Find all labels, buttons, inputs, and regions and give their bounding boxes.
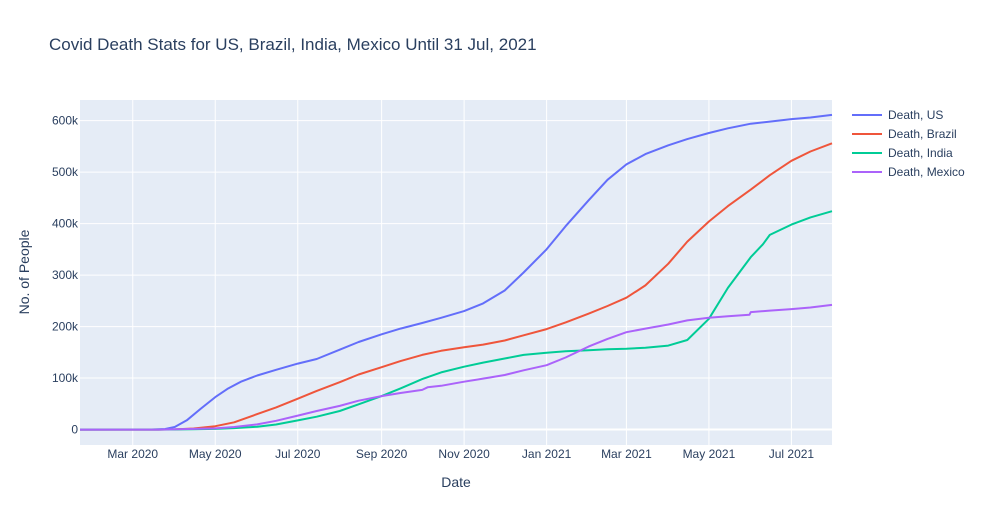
y-axis-title: No. of People [16, 229, 32, 314]
x-tick-label: May 2020 [189, 447, 242, 461]
series-line-death-us[interactable] [79, 113, 833, 431]
series-lines [79, 113, 833, 431]
chart-title: Covid Death Stats for US, Brazil, India,… [49, 35, 537, 54]
legend: Death, US Death, Brazil Death, India Death,… [852, 108, 965, 179]
legend-item[interactable]: Death, Brazil [852, 127, 957, 141]
series-line-death-brazil[interactable] [80, 142, 833, 431]
y-tick-label: 500k [52, 165, 79, 179]
y-tick-label: 600k [52, 114, 79, 128]
x-tick-label: Nov 2020 [438, 447, 490, 461]
y-tick-label: 400k [52, 217, 79, 231]
x-axis-title: Date [441, 474, 471, 490]
legend-label: Death, Mexico [888, 165, 965, 179]
y-axis-ticks: 0 100k 200k 300k 400k 500k 600k [52, 114, 79, 437]
series-line-death-mexico[interactable] [80, 303, 833, 431]
x-tick-label: Mar 2020 [107, 447, 158, 461]
x-axis-ticks: Mar 2020 May 2020 Jul 2020 Sep 2020 Nov 2020… [107, 447, 814, 461]
x-tick-label: Jul 2020 [275, 447, 321, 461]
x-tick-label: Jan 2021 [522, 447, 572, 461]
legend-item[interactable]: Death, India [852, 146, 953, 160]
y-tick-label: 100k [52, 371, 79, 385]
y-tick-label: 300k [52, 268, 79, 282]
x-tick-label: Mar 2021 [601, 447, 652, 461]
x-tick-label: May 2021 [683, 447, 736, 461]
legend-label: Death, India [888, 146, 953, 160]
legend-item[interactable]: Death, US [852, 108, 943, 122]
legend-label: Death, US [888, 108, 943, 122]
y-tick-label: 200k [52, 320, 79, 334]
x-tick-label: Sep 2020 [356, 447, 408, 461]
y-tick-label: 0 [71, 423, 78, 437]
legend-item[interactable]: Death, Mexico [852, 165, 965, 179]
legend-label: Death, Brazil [888, 127, 957, 141]
plot-area[interactable] [80, 100, 832, 445]
x-tick-label: Jul 2021 [769, 447, 815, 461]
series-line-death-india[interactable] [80, 210, 833, 431]
